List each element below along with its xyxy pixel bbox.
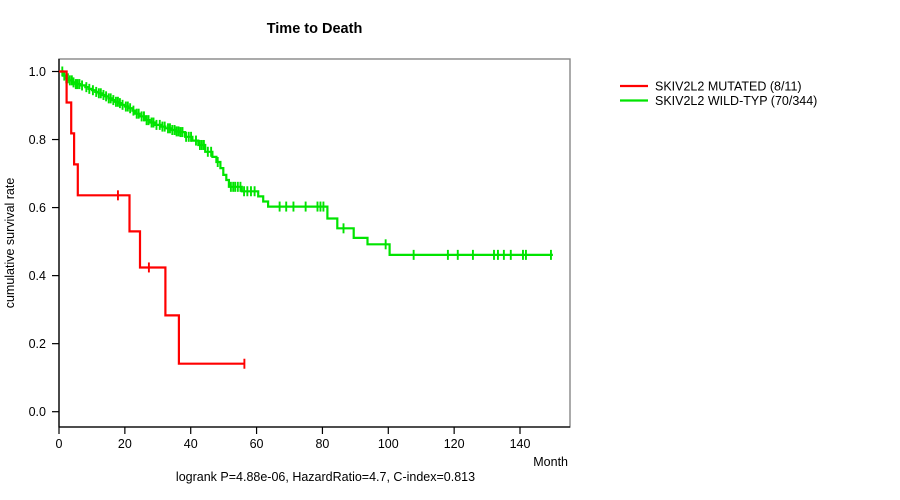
x-tick-label: 60 (250, 437, 264, 451)
x-tick-label: 100 (378, 437, 399, 451)
wildtyp-survival-curve (59, 70, 553, 256)
x-tick-label: 40 (184, 437, 198, 451)
legend: SKIV2L2 MUTATED (8/11) SKIV2L2 WILD-TYP … (620, 80, 817, 108)
plot-area: 0 20 40 60 80 100 120 140 0.0 0.2 0.4 0.6 0.8 1.0 (29, 58, 571, 451)
legend-label-mutated: SKIV2L2 MUTATED (8/11) (655, 80, 802, 94)
legend-label-wildtyp: SKIV2L2 WILD-TYP (70/344) (655, 94, 817, 108)
y-tick-label: 0.0 (29, 405, 46, 419)
y-tick-label: 1.0 (29, 65, 46, 79)
x-tick-label: 140 (510, 437, 531, 451)
x-tick-label: 120 (444, 437, 465, 451)
y-tick-label: 0.6 (29, 201, 46, 215)
y-tick-label: 0.8 (29, 133, 46, 147)
x-tick-label: 20 (118, 437, 132, 451)
y-tick-label: 0.4 (29, 269, 46, 283)
stats-annotation: logrank P=4.88e-06, HazardRatio=4.7, C-i… (176, 470, 475, 484)
x-axis-label: Month (533, 455, 568, 469)
y-tick-label: 0.2 (29, 337, 46, 351)
x-tick-label: 0 (56, 437, 63, 451)
x-tick-label: 80 (315, 437, 329, 451)
y-axis-label: cumulative survival rate (3, 178, 17, 309)
mutated-survival-curve (59, 70, 245, 365)
chart-title: Time to Death (267, 21, 363, 37)
